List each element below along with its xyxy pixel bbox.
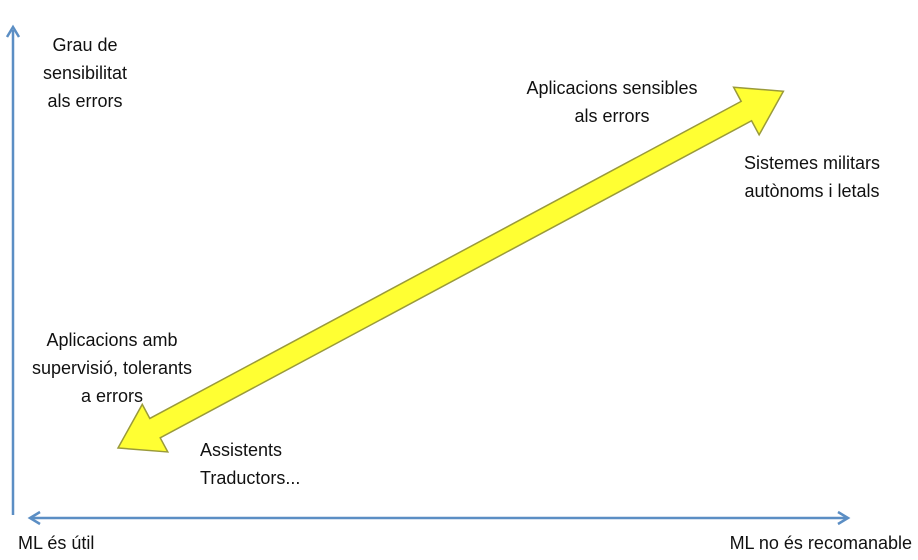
- bottom-end-example-line: Traductors...: [200, 468, 301, 488]
- bottom-end-example: Assistents Traductors...: [200, 436, 300, 492]
- bottom-end-title-line: a errors: [80, 386, 144, 406]
- vertical-axis-arrow: [5, 24, 21, 515]
- y-axis-label-line: Grau de: [52, 35, 118, 55]
- top-end-title-line: Aplicacions sensibles: [526, 78, 698, 98]
- top-end-example-line: Sistemes militars: [743, 153, 881, 173]
- horizontal-axis-double-arrow: [27, 510, 851, 526]
- bottom-end-title-line: Aplicacions amb: [46, 330, 178, 350]
- top-end-title: Aplicacions sensibles als errors: [526, 74, 697, 130]
- y-axis-label-line: sensibilitat: [42, 63, 128, 83]
- x-axis-right-label: ML no és recomanable: [729, 533, 912, 553]
- bottom-end-title: Aplicacions amb supervisió, tolerants a …: [32, 326, 192, 410]
- top-end-example: Sistemes militars autònoms i letals: [744, 149, 880, 205]
- y-axis-label: Grau de sensibilitat als errors: [43, 31, 127, 115]
- sensitivity-double-arrow: [116, 86, 785, 453]
- y-axis-label-line: als errors: [47, 91, 123, 111]
- x-axis-left-label: ML és útil: [18, 533, 95, 553]
- bottom-end-title-line: supervisió, tolerants: [31, 358, 193, 378]
- top-end-title-line: als errors: [574, 106, 650, 126]
- top-end-example-line: autònoms i letals: [744, 181, 880, 201]
- bottom-end-example-line: Assistents: [200, 440, 283, 460]
